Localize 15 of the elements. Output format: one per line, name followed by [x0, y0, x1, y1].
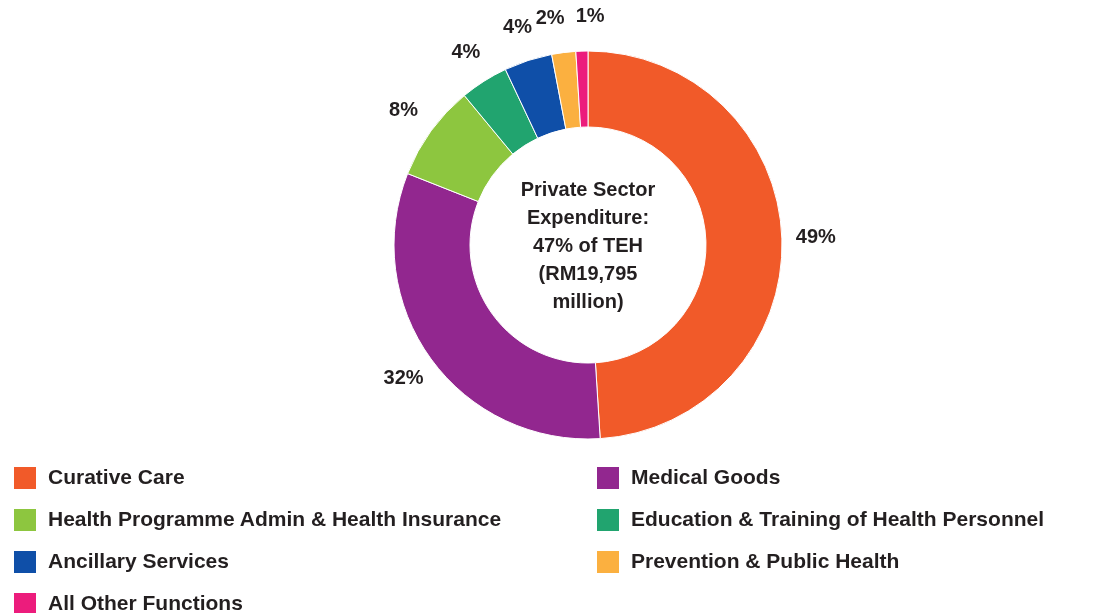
data-label: 32%: [383, 366, 424, 389]
data-label: 8%: [389, 98, 419, 121]
data-label: 4%: [503, 15, 533, 38]
data-label: 2%: [535, 6, 565, 29]
legend-label: Health Programme Admin & Health Insurance: [48, 506, 502, 530]
data-label: 49%: [795, 225, 837, 248]
legend-label: Prevention & Public Health: [631, 548, 900, 572]
legend-label: Education & Training of Health Personnel: [631, 506, 1045, 530]
legend-label: Ancillary Services: [48, 548, 229, 572]
legend-label: Medical Goods: [631, 464, 781, 488]
data-label: 1%: [575, 4, 605, 27]
data-label: 4%: [451, 39, 481, 62]
legend-label: All Other Functions: [48, 590, 243, 613]
text: Private Sector Expenditure: 47% of TEH (RM19,795 million): [520, 178, 656, 312]
legend-label: Curative Care: [48, 464, 185, 488]
